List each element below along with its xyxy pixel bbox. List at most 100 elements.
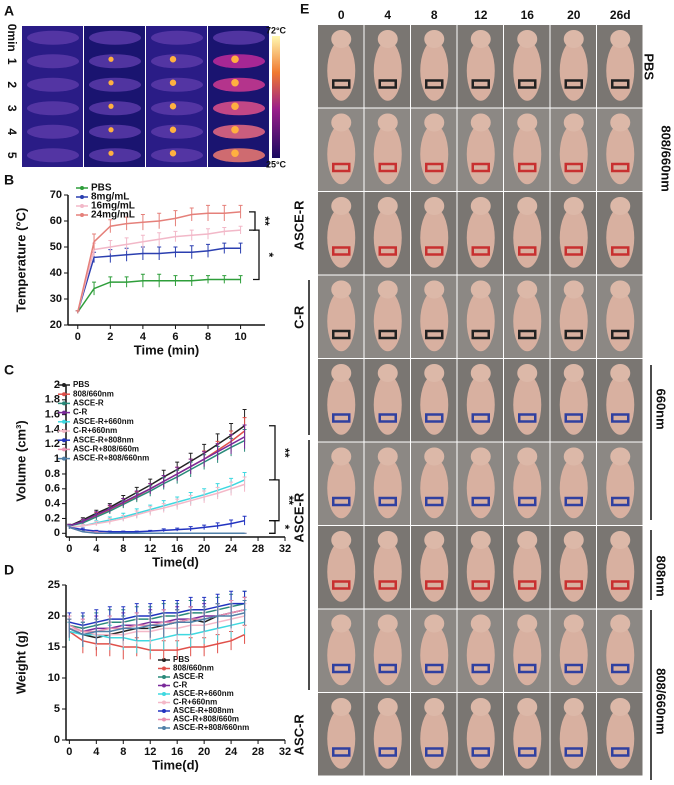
thermal-mouse	[151, 30, 203, 45]
error-bar	[124, 237, 129, 251]
text-label: 808nm	[654, 555, 669, 596]
error-bar	[94, 520, 99, 526]
mouse-head	[610, 364, 631, 382]
hot-spot	[108, 150, 114, 156]
mouse-body	[420, 625, 449, 686]
mouse-head	[331, 30, 352, 48]
text-label: 20	[48, 610, 60, 622]
error-bar	[222, 275, 227, 284]
tumor-mark	[425, 162, 444, 173]
mouse-body	[373, 708, 402, 769]
thermal-column	[84, 26, 145, 167]
mouse-body	[513, 124, 542, 185]
error-bar	[189, 207, 194, 221]
text-label: ASC-R	[291, 714, 306, 756]
tumor-mark	[332, 663, 351, 674]
mouse-head	[517, 30, 538, 48]
tumor-mark	[564, 496, 583, 507]
error-bar	[134, 490, 139, 500]
mouse-head	[377, 364, 398, 382]
text-label: 40	[50, 267, 62, 279]
mouse-body	[466, 458, 495, 519]
tumor-mark	[378, 747, 397, 757]
mouse-head	[424, 364, 445, 382]
text-label: 8	[431, 8, 438, 22]
tumor-mark	[425, 79, 444, 89]
mouse-body	[466, 207, 495, 268]
tumor-mark	[611, 329, 630, 340]
tumor-mark	[471, 162, 490, 173]
error-bar	[157, 232, 162, 246]
tumor-mark	[425, 663, 444, 674]
text-label: C-R	[173, 681, 187, 690]
error-bar	[229, 434, 234, 454]
mouse-head	[424, 447, 445, 466]
mouse-body	[513, 541, 542, 602]
text-label: 72°C	[266, 25, 287, 35]
legend-marker	[62, 456, 66, 461]
text-label: 50	[50, 241, 62, 253]
text-label: A	[4, 3, 14, 19]
error-bar	[157, 246, 162, 260]
error-bar	[173, 246, 178, 258]
mouse-body	[606, 625, 635, 686]
text-label: 5	[54, 703, 60, 715]
legend-marker	[162, 683, 166, 688]
tumor-mark	[611, 663, 630, 674]
mouse-body	[420, 40, 449, 101]
error-bar	[229, 519, 234, 528]
error-bar	[206, 275, 211, 284]
text-label: 0	[54, 734, 60, 746]
mouse-body	[606, 40, 635, 101]
tumor-mark	[518, 747, 537, 757]
mouse-body	[513, 458, 542, 519]
text-label: ASCE-R+808/660nm	[173, 723, 249, 732]
tumor-mark	[378, 663, 397, 674]
sig-bracket	[269, 425, 276, 481]
legend-marker	[162, 675, 166, 679]
mouse-body	[559, 458, 588, 519]
tumor-mark	[378, 162, 397, 173]
mouse-head	[424, 197, 445, 215]
mouse-body	[606, 458, 635, 519]
text-label: 0.6	[45, 483, 60, 495]
text-label: 8	[120, 543, 126, 555]
text-label: **	[258, 216, 272, 226]
error-bar	[80, 530, 85, 533]
thermal-mouse	[89, 148, 141, 163]
sig-bracket	[273, 479, 280, 522]
error-bar	[161, 503, 166, 513]
text-label: 8	[205, 331, 211, 343]
thermal-column	[208, 26, 269, 167]
legend-marker	[62, 438, 66, 443]
tumor-mark	[611, 413, 630, 423]
mouse-head	[331, 280, 352, 299]
thermal-mouse	[213, 148, 265, 163]
mouse-head	[517, 364, 538, 382]
text-label: ASCE-R	[291, 200, 306, 250]
text-label: 16	[170, 8, 184, 22]
text-label: 0	[66, 746, 72, 758]
tumor-mark	[471, 747, 490, 757]
text-label: PBS	[642, 53, 657, 80]
error-bar	[188, 494, 193, 506]
text-label: 2	[107, 331, 113, 343]
mouse-head	[470, 447, 491, 466]
error-bar	[94, 511, 99, 518]
hot-spot	[108, 103, 114, 109]
text-label: 1.4	[45, 423, 61, 435]
text-label: Time(d)	[152, 554, 199, 569]
text-label: E	[300, 1, 309, 17]
text-label: ASC-R+808/660m	[173, 715, 239, 724]
thermal-mouse	[89, 101, 141, 116]
mouse-head	[331, 364, 352, 382]
text-label: 28	[252, 543, 264, 555]
mouse-body	[420, 458, 449, 519]
hot-spot	[169, 56, 177, 63]
error-bar	[188, 458, 193, 474]
text-label: **	[282, 496, 296, 506]
tumor-mark	[564, 580, 583, 590]
mouse-head	[424, 113, 445, 132]
error-bar	[161, 528, 166, 532]
mouse-body	[513, 625, 542, 686]
